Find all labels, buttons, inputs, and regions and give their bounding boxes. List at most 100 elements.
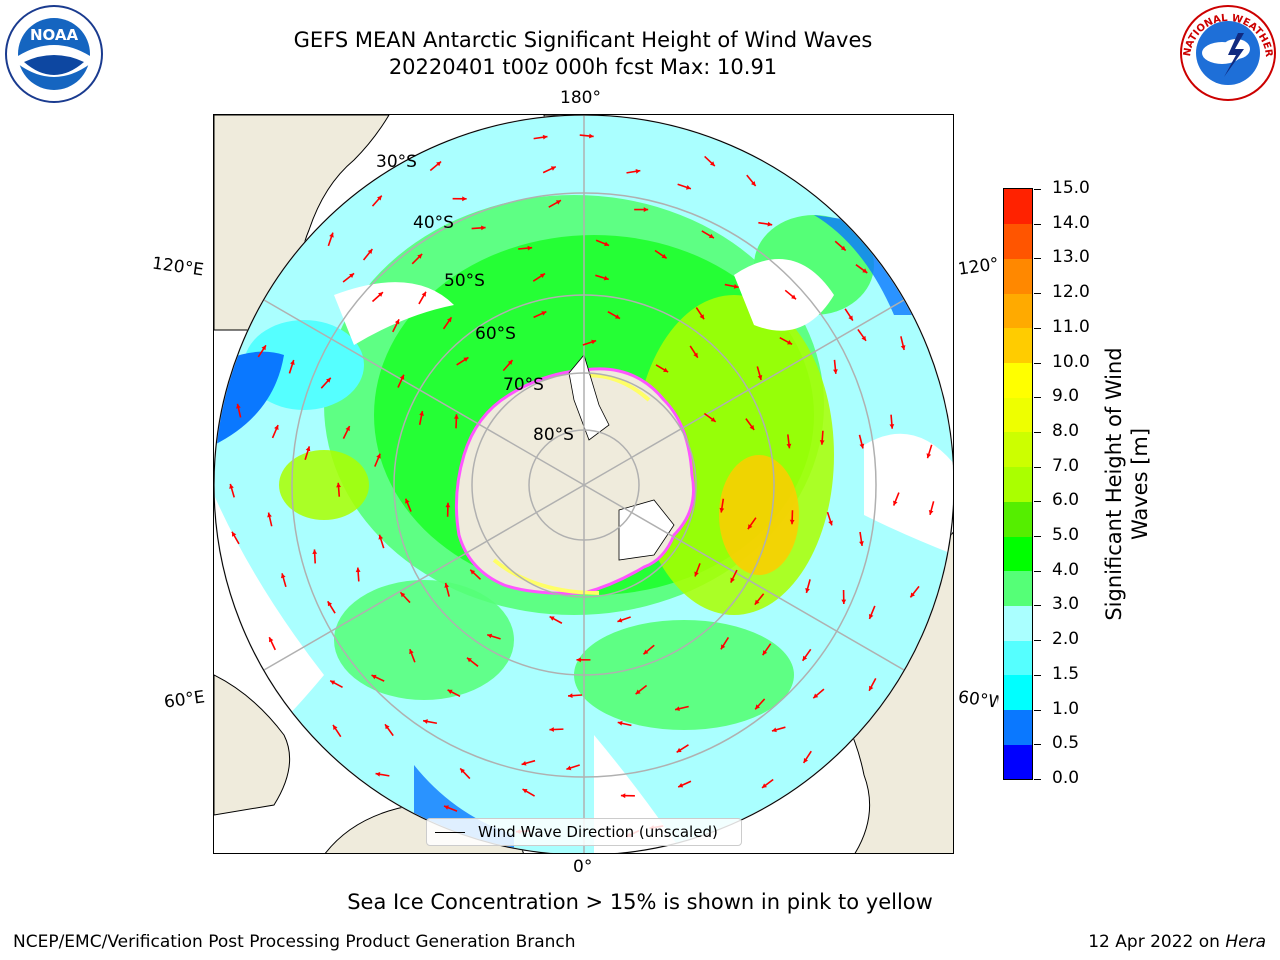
wave-direction-arrowhead: [280, 573, 286, 579]
wave-direction-arrowhead: [805, 588, 810, 593]
wave-direction-arrowhead: [589, 133, 594, 139]
lon-label-60e: 60°E: [162, 687, 207, 713]
colorbar-tick-label: 2.0: [1052, 629, 1080, 650]
colorbar-tick-label: 5.0: [1052, 525, 1080, 546]
colorbar-segment: [1004, 570, 1032, 606]
colorbar-tick: [1034, 431, 1041, 433]
wave-direction-arrowhead: [767, 221, 773, 227]
wave-direction-arrowhead: [604, 241, 610, 247]
lat-label-30s: 30°S: [376, 152, 417, 172]
wave-direction-arrowhead: [371, 674, 377, 680]
wave-direction-arrowhead: [394, 319, 400, 325]
wave-direction-arrowhead: [747, 524, 753, 530]
wave-direction-arrowhead: [345, 426, 350, 432]
svg-text:NATIONAL WEATHER SERVICE: NATIONAL WEATHER SERVICE: [1178, 3, 1274, 61]
map-panel: [213, 114, 954, 854]
colorbar-tick: [1034, 466, 1041, 468]
sea-ice-note: Sea Ice Concentration > 15% is shown in …: [347, 890, 933, 914]
colorbar-tick-label: 15.0: [1052, 178, 1090, 198]
footer-host: Hera: [1225, 932, 1266, 952]
wave-direction-arrowhead: [730, 577, 735, 583]
colorbar-tick: [1034, 189, 1041, 190]
colorbar-tick: [1034, 640, 1041, 642]
lat-label-80s: 80°S: [533, 425, 574, 445]
wave-direction-arrowhead: [460, 768, 465, 774]
wave-direction-arrowhead: [400, 592, 406, 598]
colorbar-segment: [1004, 397, 1032, 433]
wave-direction-arrowhead: [591, 339, 597, 345]
colorbar-segment: [1004, 258, 1032, 294]
wave-direction-arrowhead: [378, 534, 384, 540]
wave-direction-arrowhead: [787, 340, 793, 345]
map-legend: Wind Wave Direction (unscaled): [426, 818, 742, 846]
wave-direction-arrowhead: [423, 719, 428, 724]
polar-map: [214, 115, 953, 853]
wave-direction-arrowhead: [710, 417, 716, 422]
wave-direction-arrowhead: [568, 693, 573, 699]
colorbar-segment: [1004, 605, 1032, 641]
wave-direction-arrowhead: [694, 571, 699, 577]
legend-label: Wind Wave Direction (unscaled): [478, 823, 718, 841]
wave-direction-arrowhead: [685, 185, 691, 190]
wave-direction-arrowhead: [421, 291, 426, 297]
colorbar-segment: [1004, 223, 1032, 259]
wave-direction-arrowhead: [231, 531, 237, 537]
wave-direction-arrowhead: [900, 345, 906, 350]
legend-line-swatch: [435, 832, 465, 833]
wave-direction-arrowhead: [419, 411, 424, 416]
wave-direction-arrowhead: [447, 689, 453, 695]
wave-direction-arrowhead: [749, 424, 755, 430]
wave-direction-arrowhead: [751, 181, 756, 186]
wave-direction-arrowhead: [267, 512, 272, 518]
colorbar-segment: [1004, 640, 1032, 676]
colorbar-tick: [1034, 293, 1041, 295]
colorbar-tick: [1034, 779, 1041, 780]
wave-direction-arrowhead: [771, 727, 777, 733]
wave-direction-arrowhead: [576, 657, 581, 663]
colorbar-segment: [1004, 189, 1032, 225]
wave-direction-arrowhead: [708, 233, 714, 239]
colorbar-tick-label: 0.0: [1052, 768, 1080, 788]
colorbar-tick-label: 13.0: [1052, 247, 1090, 268]
wave-direction-arrowhead: [470, 569, 476, 575]
wave-direction-arrowhead: [349, 273, 355, 278]
footer-date-text: 12 Apr 2022 on: [1088, 932, 1226, 952]
wave-direction-arrowhead: [663, 367, 669, 373]
wave-direction-arrowhead: [791, 294, 797, 300]
wave-direction-arrowhead: [541, 311, 547, 316]
wave-direction-arrowhead: [859, 541, 864, 546]
colorbar-title-line2: Waves [m]: [1128, 427, 1152, 541]
colorbar-tick-label: 1.0: [1052, 698, 1080, 719]
wave-direction-arrowhead: [229, 483, 234, 489]
wave-direction-arrowhead: [786, 443, 792, 449]
figure-subtitle: 20220401 t00z 000h fcst Max: 10.91: [388, 55, 778, 79]
wave-direction-arrowhead: [377, 195, 382, 201]
wave-direction-arrowhead: [542, 134, 548, 140]
wave-direction-arrowhead: [550, 166, 556, 171]
wave-direction-arrowhead: [333, 724, 338, 730]
wave-direction-arrowhead: [603, 275, 609, 281]
wave-direction-arrowhead: [376, 453, 381, 459]
wave-direction-arrowhead: [733, 284, 739, 289]
wave-direction-arrowhead: [643, 207, 649, 212]
wave-direction-arrowhead: [405, 498, 410, 504]
colorbar-segment: [1004, 744, 1032, 780]
wave-direction-arrowhead: [620, 793, 626, 799]
wave-direction-arrowhead: [385, 724, 390, 730]
wave-direction-arrowhead: [762, 783, 767, 788]
colorbar-segment: [1004, 431, 1032, 468]
wave-direction-arrowhead: [802, 655, 808, 661]
wave-direction-arrowhead: [290, 360, 295, 365]
colorbar-segment: [1004, 709, 1032, 745]
wave-direction-arrowhead: [481, 225, 486, 231]
wave-direction-arrowhead: [329, 232, 334, 238]
wave-direction-arrowhead: [755, 704, 760, 710]
colorbar-tick-label: 9.0: [1052, 386, 1080, 407]
colorbar-tick-label: 14.0: [1052, 212, 1090, 233]
figure-title: GEFS MEAN Antarctic Significant Height o…: [293, 28, 873, 52]
wave-direction-arrowhead: [566, 765, 572, 771]
wave-direction-arrowhead: [699, 314, 705, 320]
wave-direction-arrowhead: [926, 453, 932, 459]
lat-label-70s: 70°S: [503, 375, 544, 395]
wave-direction-arrowhead: [709, 161, 715, 167]
